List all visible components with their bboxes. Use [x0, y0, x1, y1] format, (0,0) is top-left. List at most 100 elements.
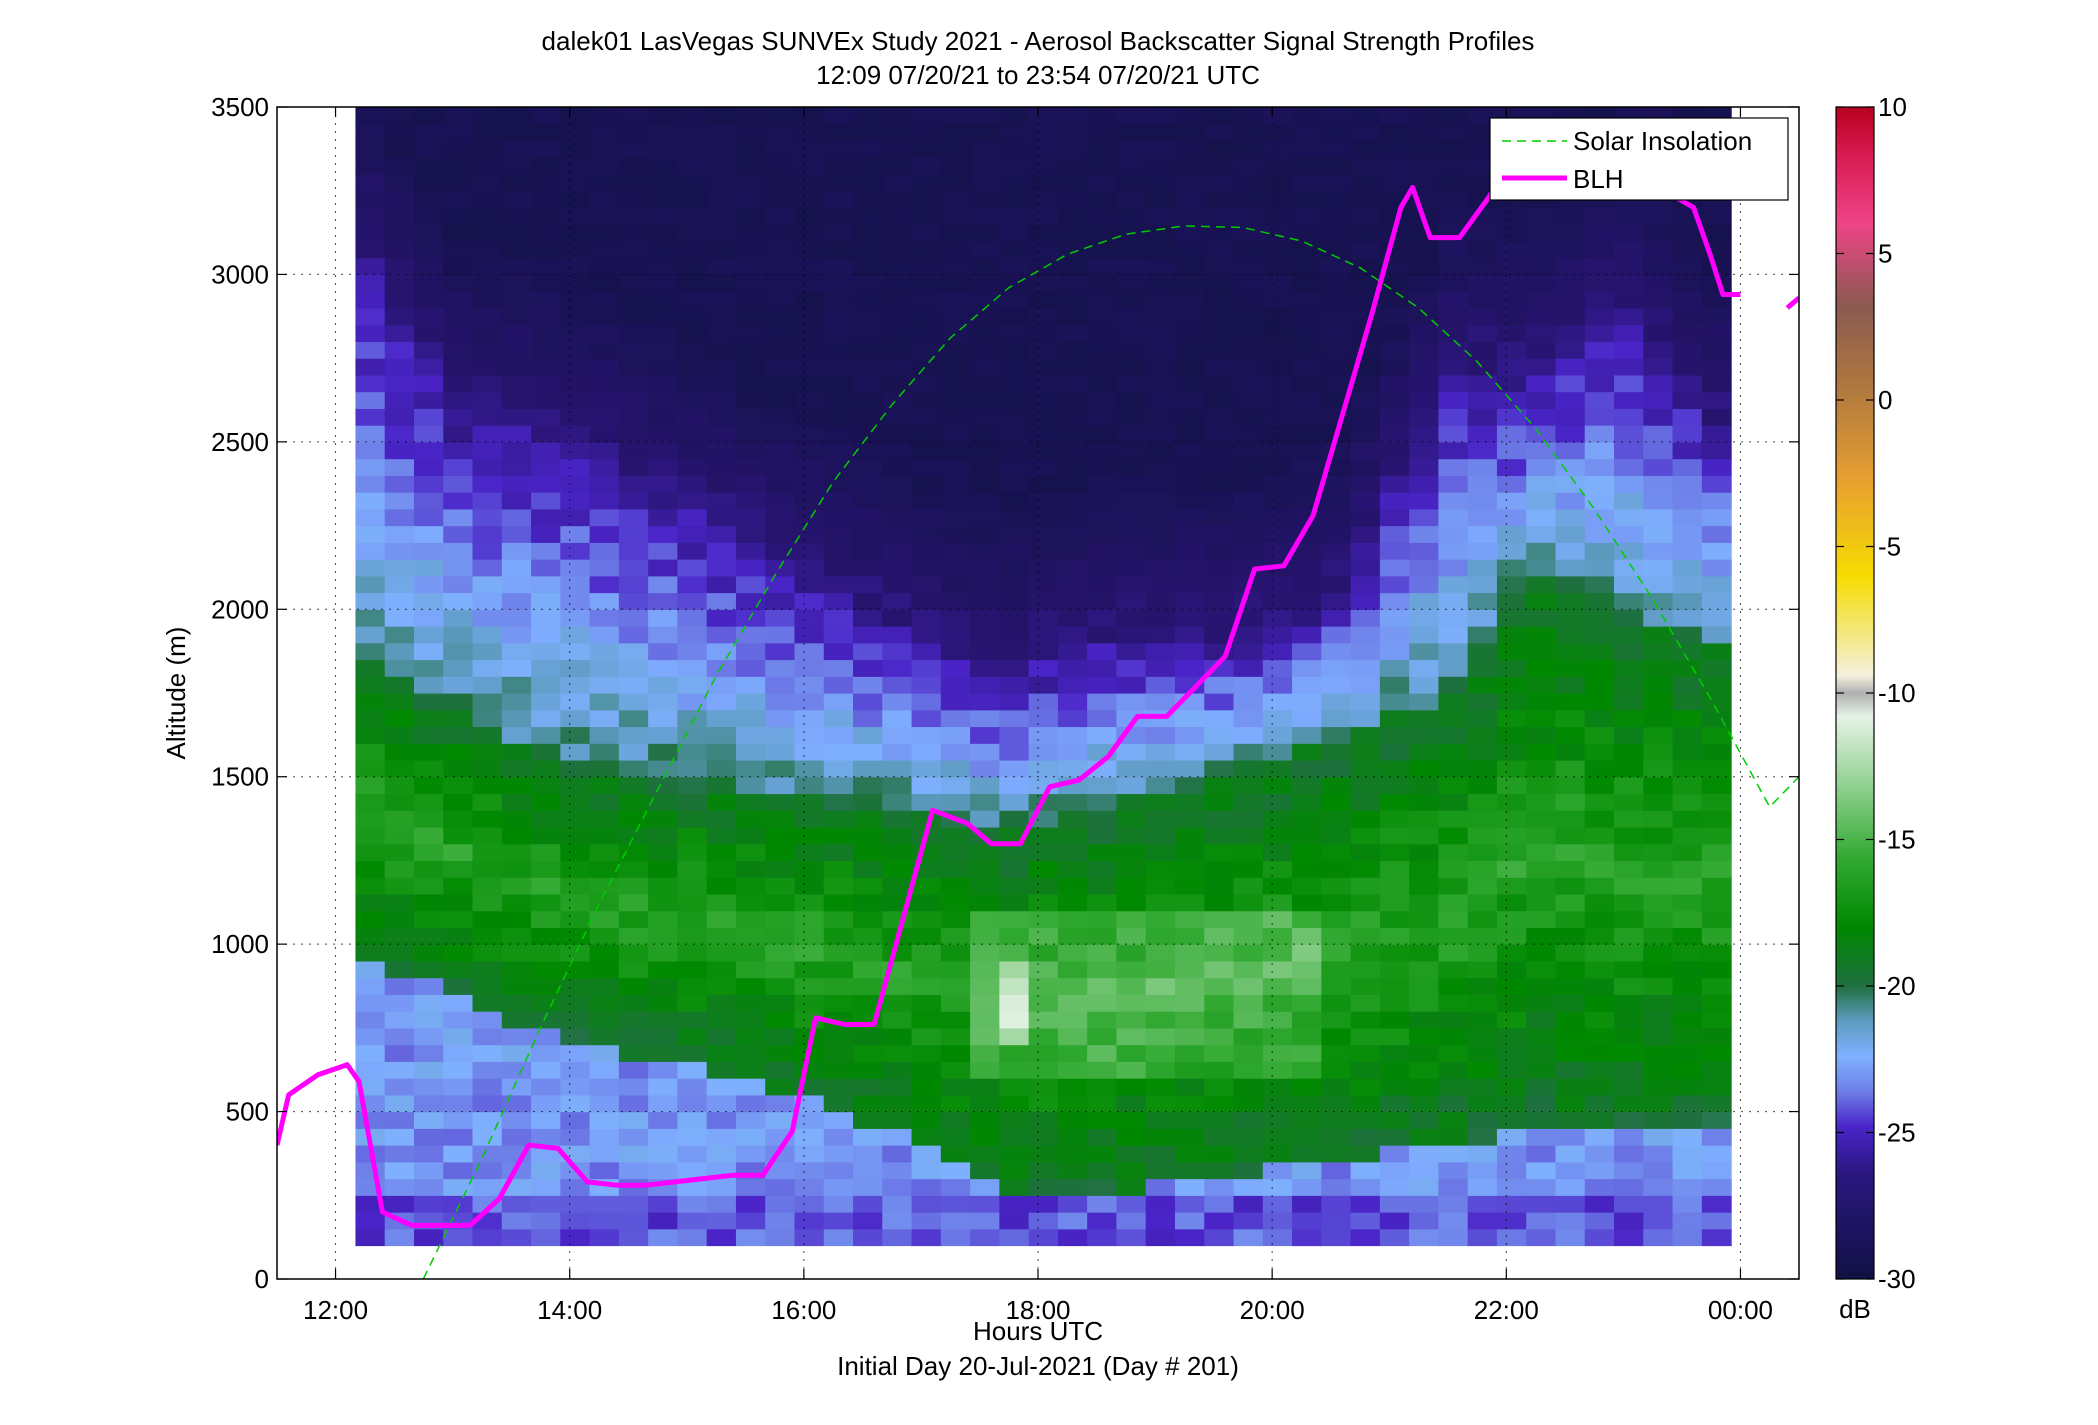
heatmap-cell — [443, 492, 474, 510]
heatmap-cell — [853, 759, 883, 778]
heatmap-cell — [1057, 173, 1088, 192]
heatmap-cell — [940, 743, 971, 761]
y-tick-label: 2000 — [211, 594, 269, 624]
heatmap-cell — [911, 458, 942, 476]
heatmap-cell — [1379, 441, 1410, 460]
heatmap-cell — [1701, 492, 1732, 510]
heatmap-cell — [531, 173, 561, 192]
heatmap-cell — [1087, 1228, 1118, 1247]
heatmap-cell — [648, 793, 678, 811]
heatmap-cell — [355, 626, 386, 644]
heatmap-cell — [355, 1027, 386, 1046]
heatmap-cell — [1292, 207, 1322, 225]
heatmap-cell — [1087, 475, 1118, 493]
heatmap-cell — [560, 609, 591, 627]
heatmap-cell — [735, 1094, 766, 1113]
heatmap-cell — [1555, 559, 1586, 577]
heatmap-cell — [1584, 1145, 1615, 1163]
heatmap-cell — [882, 559, 913, 577]
heatmap-cell — [648, 374, 678, 393]
heatmap-cell — [1145, 877, 1176, 895]
heatmap-cell — [1145, 944, 1176, 962]
heatmap-cell — [560, 944, 591, 962]
heatmap-cell — [1643, 1145, 1674, 1163]
heatmap-cell — [472, 575, 503, 594]
heatmap-cell — [1087, 140, 1118, 158]
heatmap-cell — [648, 843, 678, 862]
heatmap-cell — [384, 358, 415, 376]
heatmap-cell — [1555, 458, 1586, 476]
heatmap-cell — [1262, 592, 1293, 610]
heatmap-cell — [531, 1195, 561, 1213]
heatmap-cell — [472, 307, 503, 326]
heatmap-cell — [1350, 190, 1381, 209]
heatmap-cell — [1555, 441, 1586, 460]
heatmap-cell — [970, 944, 1000, 962]
heatmap-cell — [1028, 726, 1059, 744]
heatmap-cell — [1087, 977, 1118, 995]
heatmap-cell — [1409, 1128, 1439, 1146]
heatmap-cell — [560, 759, 591, 778]
heatmap-cell — [413, 659, 444, 677]
heatmap-cell — [1145, 1044, 1176, 1062]
heatmap-cell — [443, 626, 474, 644]
heatmap-cell — [1262, 676, 1293, 694]
heatmap-cell — [413, 592, 444, 610]
heatmap-cell — [531, 776, 561, 795]
heatmap-cell — [589, 374, 620, 393]
heatmap-cell — [911, 291, 942, 309]
heatmap-cell — [501, 927, 532, 945]
heatmap-cell — [648, 944, 678, 962]
heatmap-cell — [443, 709, 474, 728]
heatmap-cell — [1262, 944, 1293, 962]
heatmap-cell — [1087, 425, 1118, 443]
heatmap-cell — [1643, 257, 1674, 276]
heatmap-cell — [1643, 1044, 1674, 1062]
heatmap-cell — [618, 307, 649, 326]
heatmap-cell — [794, 977, 825, 995]
heatmap-cell — [1555, 508, 1586, 527]
heatmap-cell — [618, 341, 649, 359]
heatmap-cell — [1496, 626, 1527, 644]
heatmap-cell — [765, 391, 796, 409]
heatmap-cell — [1292, 743, 1322, 761]
heatmap-cell — [677, 542, 708, 560]
heatmap-cell — [1438, 743, 1469, 761]
heatmap-cell — [648, 826, 678, 845]
heatmap-cell — [999, 190, 1030, 209]
heatmap-cell — [735, 1027, 766, 1046]
heatmap-cell — [1116, 274, 1147, 292]
colorbar-tick-label: -20 — [1878, 971, 1916, 1001]
heatmap-cell — [355, 374, 386, 393]
heatmap-cell — [1701, 391, 1732, 409]
heatmap-cell — [1643, 877, 1674, 895]
heatmap-cell — [1292, 1094, 1322, 1113]
heatmap-cell — [853, 575, 883, 594]
heatmap-cell — [1350, 1128, 1381, 1146]
heatmap-cell — [1409, 743, 1439, 761]
heatmap-cell — [531, 1111, 561, 1129]
heatmap-cell — [1321, 860, 1352, 878]
heatmap-cell — [618, 910, 649, 928]
heatmap-cell — [1555, 693, 1586, 711]
heatmap-cell — [1028, 374, 1059, 393]
heatmap-cell — [501, 994, 532, 1012]
heatmap-cell — [677, 826, 708, 845]
heatmap-cell — [706, 374, 737, 393]
heatmap-cell — [853, 307, 883, 326]
heatmap-cell — [1174, 173, 1205, 192]
heatmap-cell — [1672, 776, 1703, 795]
heatmap-cell — [472, 693, 503, 711]
heatmap-cell — [413, 291, 444, 309]
heatmap-cell — [1057, 525, 1088, 543]
heatmap-cell — [706, 140, 737, 158]
heatmap-cell — [970, 1044, 1000, 1062]
heatmap-cell — [1643, 1228, 1674, 1247]
heatmap-cell — [1321, 609, 1352, 627]
heatmap-cell — [472, 726, 503, 744]
heatmap-cell — [706, 726, 737, 744]
heatmap-cell — [472, 559, 503, 577]
heatmap-cell — [1262, 1178, 1293, 1196]
heatmap-cell — [1116, 860, 1147, 878]
heatmap-cell — [560, 1011, 591, 1029]
